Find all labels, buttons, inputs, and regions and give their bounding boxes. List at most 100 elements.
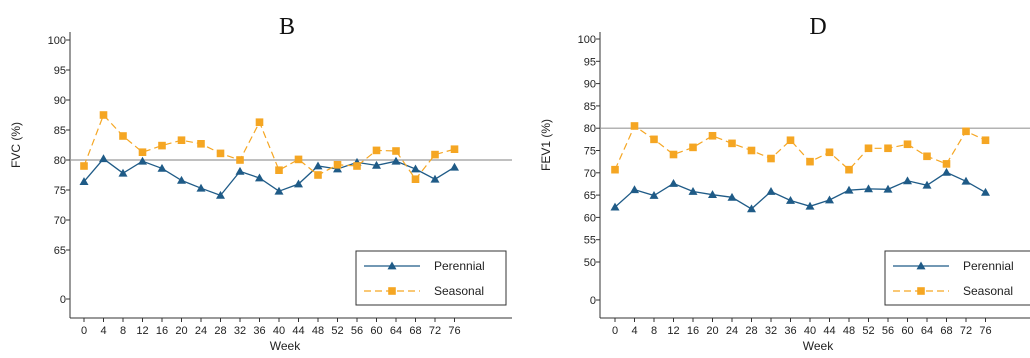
- data-point-seasonal: [216, 149, 225, 158]
- data-point-perennial: [177, 175, 186, 184]
- y-tick-label: 60: [584, 212, 596, 224]
- data-point-perennial: [235, 166, 245, 175]
- x-tick-label: 68: [409, 325, 421, 337]
- y-tick-label: 90: [54, 95, 66, 107]
- x-tick-label: 68: [940, 325, 952, 337]
- data-point-perennial: [727, 192, 737, 201]
- data-point-perennial: [610, 202, 620, 211]
- legend-marker-seasonal: [917, 287, 925, 295]
- y-tick-label: 0: [590, 295, 596, 307]
- data-point-seasonal: [431, 150, 439, 159]
- data-point-perennial: [157, 163, 167, 172]
- data-point-perennial: [883, 184, 893, 193]
- data-point-seasonal: [177, 136, 186, 144]
- x-tick-label: 52: [331, 325, 343, 337]
- x-tick-label: 52: [862, 325, 874, 337]
- x-tick-label: 12: [136, 325, 148, 337]
- series-line-seasonal: [614, 125, 986, 171]
- data-point-perennial: [294, 179, 303, 188]
- x-tick-label: 32: [765, 325, 777, 337]
- data-point-seasonal: [825, 148, 834, 157]
- y-tick-label: 70: [54, 215, 66, 227]
- data-point-perennial: [118, 168, 128, 177]
- legend-marker-seasonal: [388, 287, 396, 295]
- x-tick-label: 28: [214, 325, 226, 337]
- y-tick-label: 95: [54, 65, 66, 77]
- y-tick-label: 65: [54, 245, 66, 257]
- x-tick-label: 60: [370, 325, 382, 337]
- data-point-perennial: [844, 185, 854, 194]
- x-tick-label: 48: [843, 325, 855, 337]
- x-tick-label: 72: [960, 325, 972, 337]
- data-point-seasonal: [119, 132, 127, 140]
- x-tick-label: 8: [651, 325, 657, 337]
- data-point-seasonal: [236, 156, 244, 164]
- data-point-seasonal: [294, 155, 303, 164]
- data-point-seasonal: [786, 136, 795, 145]
- x-tick-label: 36: [253, 325, 265, 337]
- legend: Perennial Seasonal: [355, 250, 507, 306]
- series-perennial: [610, 167, 990, 213]
- x-tick-label: 36: [784, 325, 796, 337]
- x-tick-label: 48: [312, 325, 324, 337]
- legend-marker-perennial: [387, 261, 397, 270]
- data-point-perennial: [391, 156, 401, 165]
- data-point-perennial: [216, 190, 225, 199]
- y-axis-title: FVC (%): [9, 122, 23, 168]
- x-tick-label: 0: [81, 325, 87, 337]
- x-tick-label: 56: [882, 325, 894, 337]
- data-point-seasonal: [864, 144, 873, 153]
- data-point-perennial: [981, 187, 990, 196]
- data-point-seasonal: [450, 145, 459, 153]
- data-point-perennial: [372, 160, 381, 169]
- x-tick-label: 76: [979, 325, 991, 337]
- x-tick-label: 28: [745, 325, 757, 337]
- series-perennial: [79, 154, 459, 199]
- data-point-seasonal: [767, 154, 775, 163]
- x-tick-label: 40: [273, 325, 285, 337]
- data-point-perennial: [255, 173, 264, 182]
- x-tick-label: 44: [823, 325, 835, 337]
- data-point-perennial: [747, 204, 756, 213]
- data-point-seasonal: [981, 136, 990, 145]
- data-point-perennial: [313, 161, 323, 170]
- data-point-seasonal: [411, 175, 420, 183]
- data-point-seasonal: [747, 146, 756, 155]
- data-point-perennial: [708, 190, 717, 199]
- data-point-perennial: [430, 174, 440, 183]
- y-tick-label: 90: [584, 79, 596, 91]
- data-point-seasonal: [275, 166, 283, 174]
- x-tick-label: 24: [195, 325, 207, 337]
- data-point-perennial: [99, 154, 108, 163]
- x-tick-label: 20: [706, 325, 718, 337]
- data-point-perennial: [786, 195, 795, 204]
- data-point-perennial: [922, 180, 932, 189]
- x-tick-label: 64: [921, 325, 933, 337]
- data-point-perennial: [805, 201, 815, 210]
- data-point-seasonal: [903, 140, 912, 149]
- x-tick-label: 8: [120, 325, 126, 337]
- x-tick-label: 16: [156, 325, 168, 337]
- data-point-seasonal: [138, 148, 147, 156]
- x-tick-label: 4: [100, 325, 106, 337]
- data-point-seasonal: [372, 146, 381, 155]
- y-tick-label: 100: [48, 35, 66, 47]
- data-point-seasonal: [80, 162, 88, 170]
- data-point-seasonal: [884, 144, 892, 153]
- y-tick-label: 50: [584, 257, 596, 269]
- x-tick-label: 60: [901, 325, 913, 337]
- y-tick-label: 80: [54, 155, 66, 167]
- data-point-perennial: [864, 184, 873, 193]
- legend-label-perennial: Perennial: [434, 259, 485, 273]
- data-point-seasonal: [333, 161, 342, 169]
- y-axis-title: FEV1 (%): [539, 119, 553, 171]
- y-tick-label: 100: [578, 34, 596, 46]
- data-point-perennial: [630, 185, 639, 194]
- x-axis-title: Week: [270, 339, 301, 353]
- data-point-perennial: [196, 183, 206, 192]
- data-point-seasonal: [392, 147, 400, 155]
- x-tick-label: 12: [667, 325, 679, 337]
